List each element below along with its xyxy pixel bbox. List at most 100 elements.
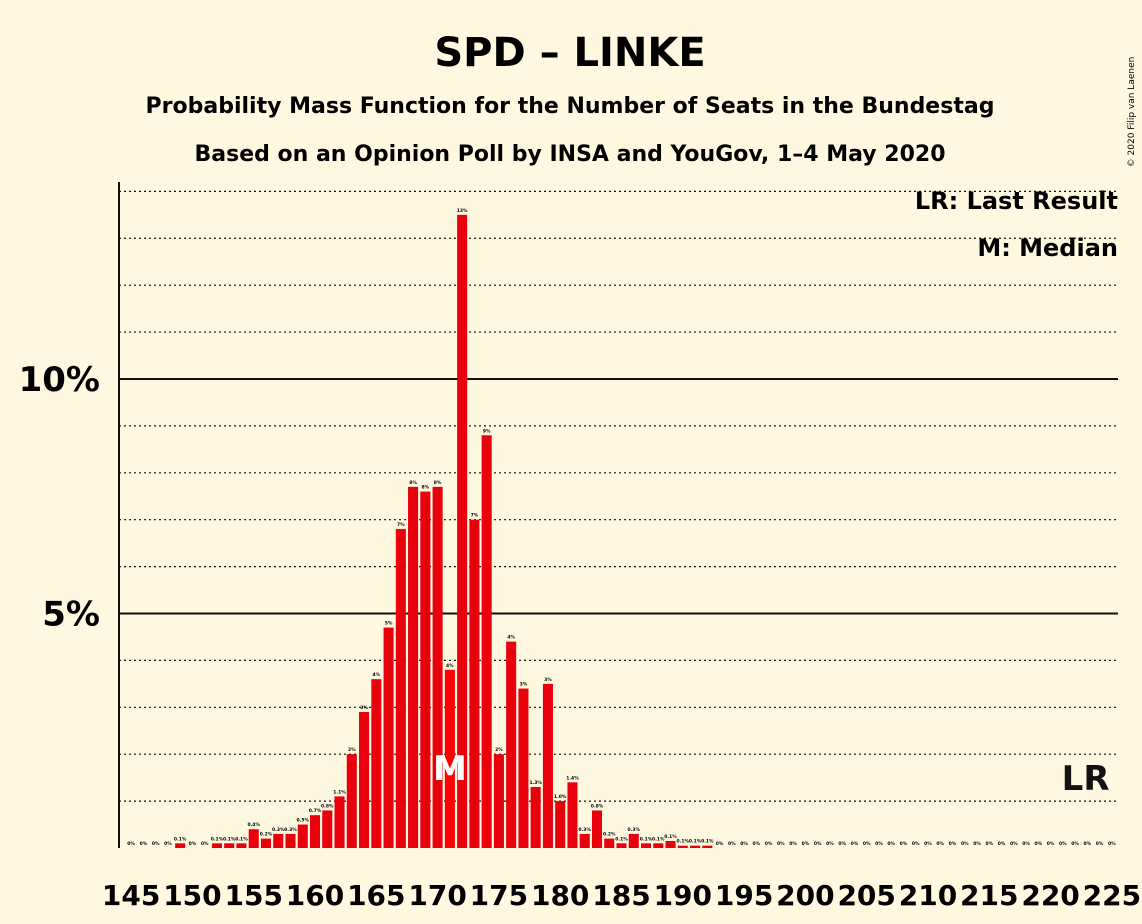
x-tick-label: 160 [286,879,344,912]
bar-seat-167 [395,529,406,848]
data-label-seat-199: 0% [789,841,797,847]
bar-seat-182 [579,833,590,848]
bar-seat-171 [444,669,455,848]
data-label-seat-179: 3% [544,677,552,683]
data-label-seat-159: 0.5% [297,818,310,824]
data-label-seat-194: 0% [728,841,736,847]
chart-subtitle: Probability Mass Function for the Number… [146,94,995,119]
data-label-seat-191: 0.1% [689,839,702,845]
x-tick-label: 190 [654,879,712,912]
x-tick-label: 165 [347,879,405,912]
data-label-seat-188: 0.1% [652,836,665,842]
bar-seat-158 [285,833,296,848]
data-label-seat-177: 3% [520,682,528,688]
bars [175,214,713,848]
bar-seat-175 [493,754,504,848]
x-tick-label: 180 [531,879,589,912]
data-label-seat-219: 0% [1034,841,1042,847]
bar-seat-190 [677,845,688,848]
x-tick-label: 215 [960,879,1018,912]
data-label-seat-204: 0% [851,841,859,847]
bar-seat-165 [371,679,382,848]
y-tick-label: 5% [42,594,100,634]
bar-seat-153 [224,843,235,848]
bar-seat-156 [260,838,272,848]
bar-seat-187 [640,843,652,848]
bar-seat-163 [346,754,357,848]
bar-seat-166 [383,627,394,848]
data-label-seat-223: 0% [1084,841,1092,847]
data-label-seat-174: 9% [483,428,491,434]
bar-seat-154 [236,843,247,848]
bar-seat-189 [665,840,676,848]
data-label-seat-182: 0.3% [578,827,591,833]
x-tick-label: 200 [776,879,834,912]
bar-seat-168 [408,486,419,848]
legend-last-result: LR: Last Result [915,187,1118,215]
data-label-seat-145: 0% [127,841,135,847]
bar-seat-192 [702,845,713,848]
x-tick-label: 220 [1021,879,1079,912]
data-label-seat-216: 0% [998,841,1006,847]
data-label-seat-171: 4% [446,663,454,669]
data-label-seat-180: 1.0% [554,794,567,800]
data-label-seat-153: 0.1% [223,836,236,842]
bar-seat-159 [297,824,308,848]
last-result-marker: LR [1062,759,1110,799]
data-label-seat-176: 4% [507,635,515,641]
data-label-seat-222: 0% [1071,841,1079,847]
bar-seat-173 [469,519,480,848]
bar-seat-152 [211,843,222,848]
data-label-seat-208: 0% [900,841,908,847]
bar-seat-181 [567,782,578,848]
bar-seat-184 [604,838,615,848]
data-label-seat-148: 0% [164,841,172,847]
data-label-seat-221: 0% [1059,841,1067,847]
data-label-seat-214: 0% [973,841,981,847]
data-label-seat-206: 0% [875,841,883,847]
data-label-seat-163: 2% [348,747,356,753]
bar-seat-191 [690,845,701,848]
data-label-seat-184: 0.2% [603,832,616,838]
bar-seat-172 [457,214,468,848]
data-label-seat-183: 0.8% [591,803,604,809]
x-tick-label: 170 [408,879,466,912]
bar-seat-164 [359,711,370,848]
data-label-seat-189: 0.1% [664,834,677,840]
data-label-seat-195: 0% [740,841,748,847]
bar-seat-179 [542,683,553,848]
x-tick-label: 205 [837,879,895,912]
chart-subtitle-poll: Based on an Opinion Poll by INSA and You… [194,142,945,167]
median-marker: M [433,749,467,789]
data-label-seat-178: 1.3% [529,780,542,786]
x-tick-label: 175 [470,879,528,912]
bar-seat-161 [322,810,333,848]
data-label-seat-172: 13% [457,208,468,214]
data-label-seat-200: 0% [802,841,810,847]
x-tick-label: 155 [224,879,282,912]
chart-title: SPD – LINKE [434,30,705,76]
x-tick-label: 185 [592,879,650,912]
data-label-seat-154: 0.1% [235,836,248,842]
x-tick-label: 150 [163,879,221,912]
y-tick-label: 10% [19,360,100,400]
data-label-seat-196: 0% [753,841,761,847]
data-label-seat-218: 0% [1022,841,1030,847]
data-label-seat-207: 0% [887,841,895,847]
data-label-seat-155: 0.4% [247,822,260,828]
data-label-seat-220: 0% [1047,841,1055,847]
data-label-seat-193: 0% [716,841,724,847]
data-label-seat-186: 0.3% [628,827,641,833]
data-label-seat-156: 0.2% [260,832,273,838]
bar-seat-170 [432,486,443,848]
bar-seat-188 [653,843,664,848]
data-label-seat-166: 5% [385,621,393,627]
data-label-seat-215: 0% [985,841,993,847]
data-label-seat-192: 0.1% [701,839,714,845]
data-label-seat-170: 8% [434,480,442,486]
data-label-seat-150: 0% [189,841,197,847]
data-label-seat-152: 0.1% [211,836,224,842]
data-label-seat-185: 0.1% [615,836,628,842]
data-label-seat-168: 8% [409,480,417,486]
